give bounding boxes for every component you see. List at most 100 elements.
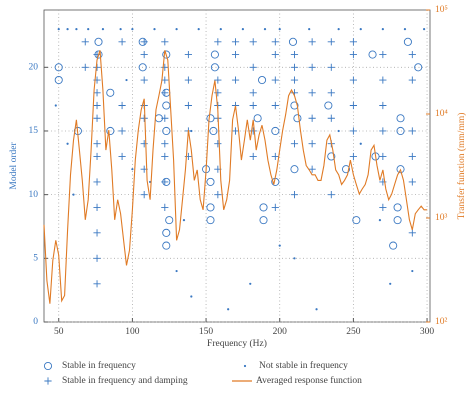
y2-tick-label: 10³ [435,213,448,223]
point-dot [227,308,230,311]
point-plus [290,63,299,71]
point-dot [219,28,222,31]
point-plus [327,38,335,46]
point-plus [161,114,169,122]
point-plus [184,50,192,59]
point-plus [81,63,89,71]
point-plus [408,152,416,161]
point-plus [379,152,387,161]
point-dot [359,142,362,145]
point-plus [140,191,148,199]
point-dot [190,129,193,133]
point-circle [206,177,215,186]
point-plus [349,50,357,59]
point-plus [161,178,169,186]
point-plus [408,229,416,237]
y2-tick-label: 10² [435,317,448,327]
point-plus [349,38,357,46]
legend-label: Stable in frequency and damping [62,375,188,386]
point-circle [341,165,351,174]
point-plus [140,76,148,84]
point-dot [54,104,57,107]
point-plus [249,38,257,46]
point-plus [408,50,416,59]
point-dot [337,28,340,31]
point-dot [75,28,78,31]
point-plus [379,50,387,59]
point-plus [290,76,299,84]
point-plus [93,140,101,148]
legend-label: Averaged response function [256,375,362,386]
point-plus [249,101,257,110]
point-dot [175,269,178,273]
response-line [43,50,428,304]
point-plus [93,254,101,262]
y-tick-label: 5 [33,254,38,264]
point-plus [271,50,279,59]
point-plus [81,38,89,46]
point-circle [257,75,267,85]
y2-axis-label: Transfer function (mm/mm) [456,113,467,220]
point-dot [378,219,382,222]
point-circle [162,50,171,59]
point-plus [327,114,335,122]
point-plus [308,114,316,122]
point-dot [101,28,105,31]
point-dot [175,28,178,31]
point-plus [308,89,316,97]
point-plus [308,140,316,148]
point-plus [214,89,222,97]
point-plus [308,63,316,71]
point-plus [161,152,169,161]
point-dot [66,28,69,31]
point-dot [131,28,134,31]
point-dot [381,28,384,31]
point-plus [349,76,357,84]
point-plus [214,140,222,148]
point-plus [290,140,299,148]
point-plus [231,38,240,46]
point-circle [259,216,268,225]
point-plus [93,101,101,110]
point-plus [349,152,357,161]
y2-tick-label: 10⁴ [435,109,449,119]
point-circle [259,203,268,212]
point-circle [414,63,423,72]
point-plus [93,178,101,186]
point-dot [249,282,252,285]
point-plus [349,101,357,110]
point-circle [288,37,298,46]
point-plus [214,38,222,46]
point-dot [337,129,340,133]
point-circle [106,126,115,136]
point-plus [118,152,126,161]
point-dot [57,28,60,31]
point-circle [206,114,215,123]
point-circle [54,63,63,72]
point-circle [162,101,171,110]
point-circle [54,75,63,85]
point-circle [368,50,377,59]
point-dot [182,219,186,222]
x-tick-label: 50 [54,327,64,337]
point-plus [408,178,416,186]
point-plus [231,50,240,59]
point-circle [403,37,412,46]
point-dot [423,28,426,31]
x-tick-label: 250 [346,327,361,337]
point-circle [396,114,405,123]
point-plus [271,101,279,110]
point-plus [271,38,279,46]
point-plus [184,101,192,110]
y-tick-label: 0 [33,317,38,327]
point-circle [165,216,174,225]
point-circle [253,114,262,123]
point-plus [93,89,101,97]
point-plus [118,127,126,135]
point-circle [206,203,215,212]
point-plus [93,50,101,59]
point-plus [140,140,148,148]
point-circle [396,165,405,174]
legend-symbol [43,361,53,371]
point-plus [161,89,169,97]
